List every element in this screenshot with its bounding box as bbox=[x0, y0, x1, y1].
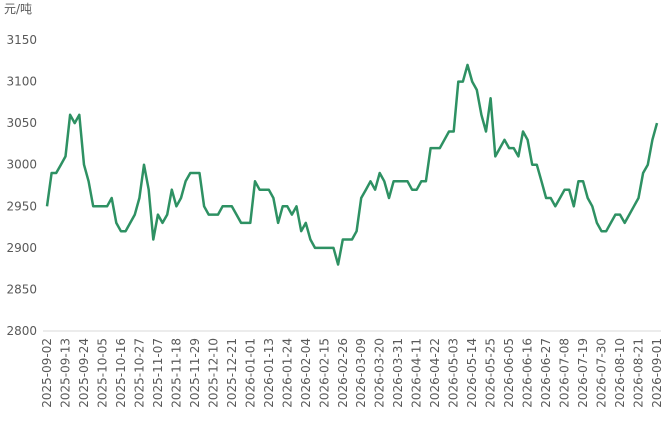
x-tick-label: 2026-05-25 bbox=[484, 338, 498, 408]
x-tick-label: 2025-09-13 bbox=[58, 338, 72, 408]
y-tick-label: 2800 bbox=[6, 324, 37, 338]
x-tick-label: 2025-11-07 bbox=[151, 338, 165, 408]
x-tick-label: 2026-05-14 bbox=[465, 338, 479, 408]
x-tick-label: 2025-12-21 bbox=[225, 338, 239, 408]
y-tick-label: 3150 bbox=[6, 33, 37, 47]
x-tick-label: 2026-01-24 bbox=[280, 338, 294, 408]
x-tick-label: 2026-07-30 bbox=[595, 338, 609, 408]
x-tick-label: 2026-01-01 bbox=[243, 338, 257, 408]
x-tick-label: 2025-09-02 bbox=[40, 338, 54, 408]
y-tick-label: 3000 bbox=[6, 158, 37, 172]
x-tick-label: 2026-02-15 bbox=[317, 338, 331, 408]
x-tick-label: 2025-12-10 bbox=[206, 338, 220, 408]
y-tick-label: 3100 bbox=[6, 75, 37, 89]
y-axis-unit: 元/吨 bbox=[4, 2, 32, 16]
x-tick-label: 2025-11-29 bbox=[188, 338, 202, 408]
x-tick-label: 2026-07-19 bbox=[576, 338, 590, 408]
x-tick-label: 2025-09-24 bbox=[77, 338, 91, 408]
x-tick-label: 2026-03-20 bbox=[373, 338, 387, 408]
x-tick-label: 2026-04-11 bbox=[410, 338, 424, 408]
x-tick-label: 2026-04-22 bbox=[428, 338, 442, 408]
x-tick-label: 2026-08-10 bbox=[613, 338, 627, 408]
x-tick-label: 2026-03-31 bbox=[391, 338, 405, 408]
x-tick-label: 2026-09-01 bbox=[650, 338, 664, 408]
x-tick-label: 2026-02-04 bbox=[299, 338, 313, 408]
x-tick-label: 2026-05-03 bbox=[447, 338, 461, 408]
x-tick-label: 2026-06-05 bbox=[502, 338, 516, 408]
x-tick-label: 2025-10-27 bbox=[132, 338, 146, 408]
x-tick-label: 2025-10-05 bbox=[95, 338, 109, 408]
x-tick-label: 2026-07-08 bbox=[558, 338, 572, 408]
y-tick-label: 2950 bbox=[6, 199, 37, 213]
x-tick-label: 2026-06-16 bbox=[521, 338, 535, 408]
x-tick-label: 2026-01-13 bbox=[262, 338, 276, 408]
data-line bbox=[45, 63, 659, 266]
y-tick-label: 2900 bbox=[6, 241, 37, 255]
y-tick-label: 3050 bbox=[6, 116, 37, 130]
x-tick-label: 2026-08-21 bbox=[632, 338, 646, 408]
x-tick-label: 2026-06-27 bbox=[539, 338, 553, 408]
x-tick-label: 2025-11-18 bbox=[169, 338, 183, 408]
y-tick-label: 2850 bbox=[6, 282, 37, 296]
x-tick-label: 2025-10-16 bbox=[114, 338, 128, 408]
x-tick-label: 2026-03-09 bbox=[354, 338, 368, 408]
x-tick-label: 2026-02-26 bbox=[336, 338, 350, 408]
